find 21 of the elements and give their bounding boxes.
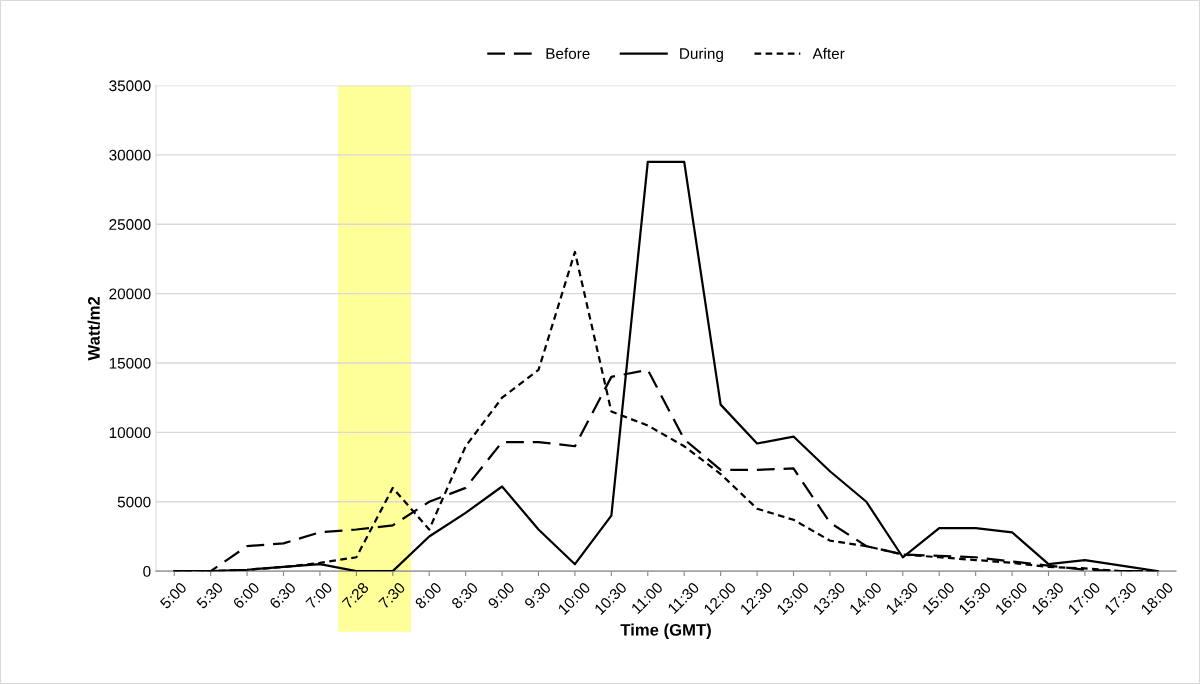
y-tick-label: 15000 <box>109 357 151 369</box>
x-tick-label: 9:00 <box>487 581 516 610</box>
x-tick-label: 9:30 <box>523 581 552 610</box>
y-tick-label: 25000 <box>109 219 151 230</box>
x-tick-label: 6:30 <box>268 581 297 610</box>
x-tick-label: 6:00 <box>232 581 261 610</box>
legend-label: Before <box>546 47 590 60</box>
y-tick-label: 35000 <box>109 80 151 92</box>
y-tick-label: 20000 <box>109 288 151 300</box>
y-tick-label: 10000 <box>109 427 151 439</box>
y-axis-title: Watt/m2 <box>87 296 100 361</box>
x-tick-label: 7:00 <box>305 581 333 610</box>
x-axis-title: Time (GMT) <box>620 623 711 640</box>
x-tick-label: 8:30 <box>450 581 479 610</box>
legend-label: After <box>812 47 845 60</box>
y-tick-label: 5000 <box>117 496 151 508</box>
y-tick-label: 30000 <box>109 149 151 161</box>
x-tick-label: 7:28 <box>341 581 370 610</box>
y-tick-label: 0 <box>143 566 151 577</box>
x-tick-label: 7:30 <box>378 581 406 610</box>
legend-label: During <box>680 47 723 63</box>
